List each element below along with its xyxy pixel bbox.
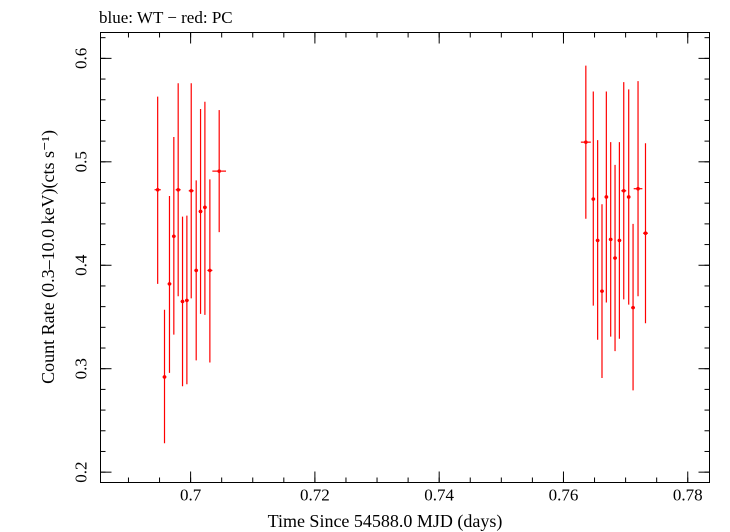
point-marker	[194, 268, 198, 273]
data-point	[212, 110, 227, 233]
point-marker	[636, 186, 640, 191]
point-marker	[613, 256, 617, 260]
point-marker	[584, 140, 588, 144]
data-points	[154, 65, 648, 444]
point-marker	[591, 197, 596, 201]
point-marker	[167, 282, 172, 286]
axis-ticks	[100, 32, 710, 483]
point-marker	[189, 188, 194, 193]
point-marker	[155, 187, 160, 192]
data-point	[203, 101, 207, 315]
data-point	[194, 180, 199, 361]
data-point	[600, 204, 604, 379]
data-point	[185, 215, 189, 385]
data-point	[608, 142, 613, 337]
y-tick-label: 0.4	[72, 254, 91, 276]
point-marker	[185, 298, 189, 303]
data-point	[617, 142, 622, 339]
data-point	[591, 91, 596, 306]
data-point	[621, 82, 627, 300]
point-marker	[217, 169, 221, 173]
point-marker	[643, 231, 648, 235]
axis-tick-labels: 0.7 0.72 0.74 0.76 0.78 0.2 0.3 0.4 0.5 0.6	[72, 48, 703, 505]
data-point	[631, 223, 635, 391]
x-tick-label: 0.72	[300, 486, 330, 505]
point-marker	[621, 188, 626, 193]
data-point	[188, 83, 194, 299]
x-tick-label: 0.78	[673, 486, 703, 505]
data-point	[198, 109, 203, 314]
point-marker	[600, 289, 604, 293]
point-marker	[626, 195, 631, 199]
x-tick-label: 0.7	[180, 486, 202, 505]
data-point	[595, 140, 600, 340]
y-tick-label: 0.3	[72, 358, 91, 379]
x-tick-label: 0.76	[549, 486, 579, 505]
point-marker	[208, 268, 212, 273]
data-point	[626, 89, 631, 305]
point-marker	[617, 238, 622, 243]
point-marker	[198, 209, 203, 214]
point-marker	[180, 299, 185, 304]
data-point	[613, 164, 617, 352]
data-point	[580, 65, 591, 219]
point-marker	[608, 237, 613, 242]
x-axis-label: Time Since 54588.0 MJD (days)	[268, 511, 503, 532]
point-marker	[631, 305, 635, 310]
data-point	[171, 136, 176, 335]
x-tick-label: 0.74	[424, 486, 454, 505]
chart-title: blue: WT − red: PC	[99, 8, 233, 27]
y-tick-label: 0.2	[72, 462, 91, 483]
y-tick-label: 0.6	[72, 48, 91, 69]
point-marker	[604, 195, 609, 199]
point-marker	[176, 187, 180, 192]
y-tick-label: 0.5	[72, 151, 91, 172]
point-marker	[595, 238, 600, 243]
data-point	[643, 143, 648, 324]
point-marker	[172, 234, 176, 239]
data-point	[154, 96, 161, 284]
data-point	[180, 216, 185, 387]
data-point	[207, 179, 213, 363]
plot-frame	[100, 32, 710, 483]
point-marker	[162, 375, 167, 379]
point-marker	[203, 205, 207, 210]
data-point	[604, 91, 609, 303]
data-point	[633, 81, 643, 297]
data-point	[167, 195, 172, 373]
data-point	[162, 309, 167, 444]
y-axis-label: Count Rate (0.3–10.0 keV)(cts s⁻¹)	[38, 130, 59, 384]
data-point	[175, 83, 181, 297]
